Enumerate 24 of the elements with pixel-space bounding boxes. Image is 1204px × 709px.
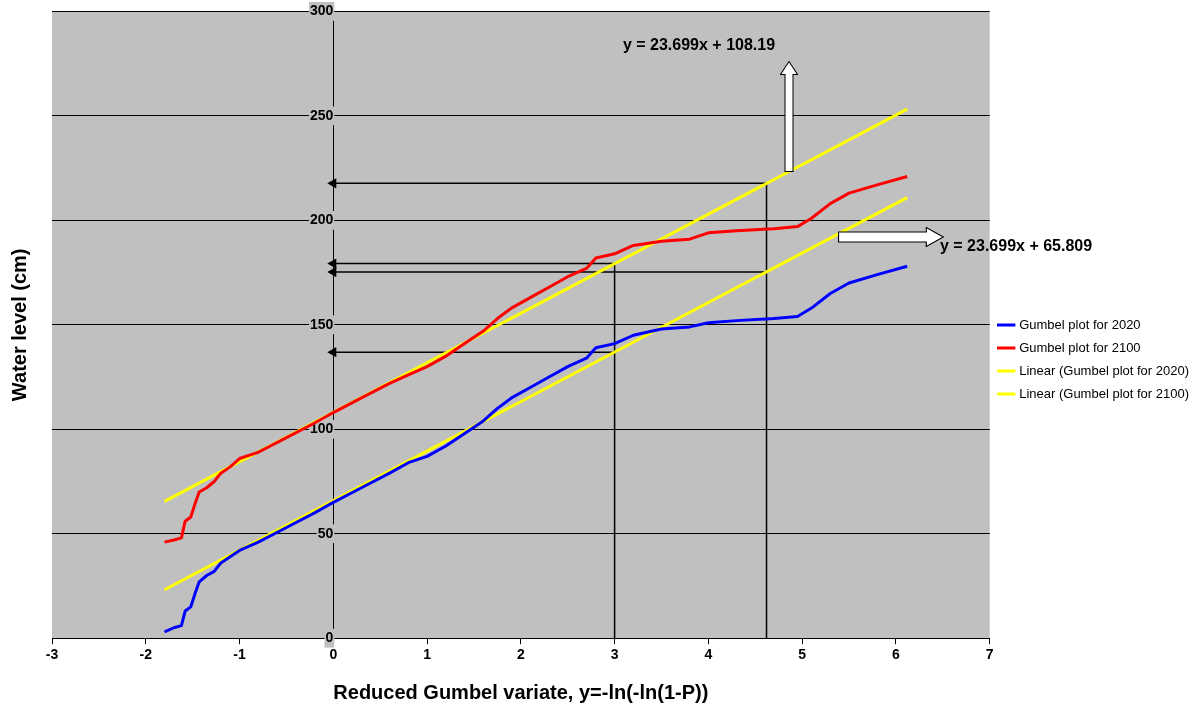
x-tick-label: 1 — [423, 646, 432, 663]
x-tick-label: 7 — [985, 646, 994, 663]
x-tick-label: -1 — [233, 646, 246, 663]
y-tick-label: 0 — [325, 629, 334, 646]
x-tick-label: -3 — [45, 646, 59, 663]
x-tick-label: 4 — [704, 646, 713, 663]
x-tick-label: -2 — [139, 646, 153, 663]
x-tick-label: 2 — [516, 646, 525, 663]
annotation: y = 23.699x + 108.19 — [622, 36, 776, 54]
x-axis-title: Reduced Gumbel variate, y=-ln(-ln(1-P)) — [333, 680, 709, 703]
y-tick-label: 150 — [309, 315, 334, 332]
y-tick-label: 300 — [309, 2, 334, 19]
legend-label: Gumbel plot for 2100 — [1019, 339, 1141, 355]
legend-label: Linear (Gumbel plot for 2100) — [1019, 385, 1189, 401]
x-tick-label: 5 — [798, 646, 807, 663]
y-tick-label: 50 — [317, 524, 334, 541]
annotation: y = 23.699x + 65.809 — [939, 236, 1093, 254]
x-tick-label: 6 — [892, 646, 901, 663]
legend-label: Linear (Gumbel plot for 2020) — [1019, 362, 1189, 378]
x-tick-label: 3 — [610, 646, 619, 663]
legend-label: Gumbel plot for 2020 — [1019, 316, 1141, 332]
y-tick-label: 200 — [309, 211, 334, 228]
y-axis-title: Water level (cm) — [7, 248, 30, 402]
y-tick-label: 250 — [309, 106, 334, 123]
